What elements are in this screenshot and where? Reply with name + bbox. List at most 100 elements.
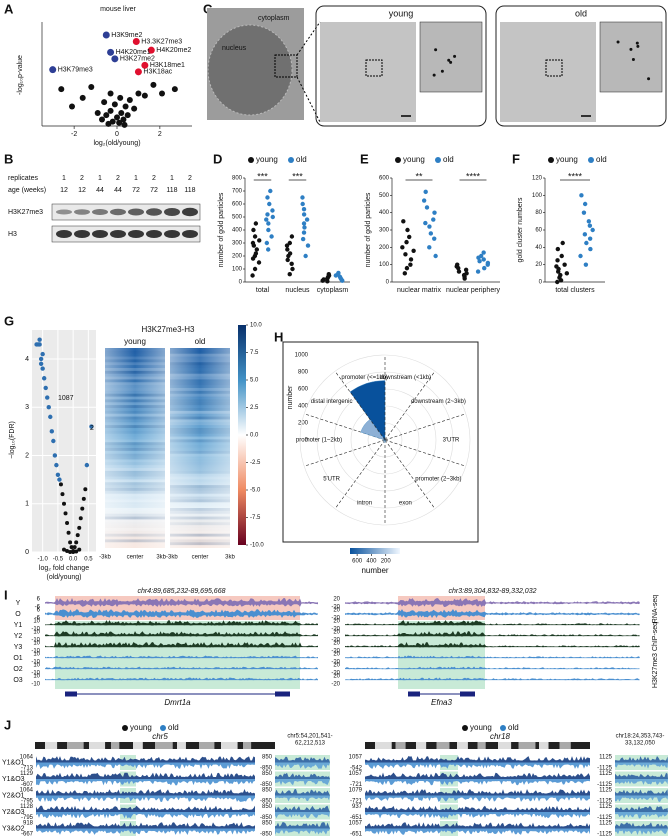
y-tick-label: 2 xyxy=(25,452,29,459)
x-tick-label: 0 xyxy=(115,131,119,138)
scale-label: -20 xyxy=(331,671,340,677)
colorbar-label: 2.5 xyxy=(250,405,259,411)
point xyxy=(109,118,116,125)
point xyxy=(587,236,593,241)
row-label: Y1&O1 xyxy=(2,759,25,766)
sector-label: 3'UTR xyxy=(443,438,460,444)
gold-particle xyxy=(432,73,436,77)
point xyxy=(38,361,44,366)
point xyxy=(131,105,138,112)
point xyxy=(336,270,341,276)
colorbar-label: -7.5 xyxy=(250,515,261,521)
legend-label: old xyxy=(296,155,307,164)
nucleus-shape xyxy=(207,24,293,116)
scale-label: 10 xyxy=(33,652,40,658)
y-axis-label: number of gold particles xyxy=(218,192,225,267)
band xyxy=(110,230,126,238)
cell: 44 xyxy=(114,187,122,194)
point xyxy=(270,214,275,220)
point xyxy=(555,258,560,263)
point xyxy=(75,533,80,538)
legend-marker xyxy=(288,157,294,163)
point xyxy=(114,114,120,121)
scale-label: 1125 xyxy=(599,755,613,761)
y-tick-label: 40 xyxy=(535,245,542,251)
panel-letter: H xyxy=(274,329,283,344)
scale-label: -850 xyxy=(260,799,273,805)
point xyxy=(582,232,588,237)
x-tick-label: nuclear matrix xyxy=(397,287,441,294)
point xyxy=(303,253,308,259)
colorbar-label: 400 xyxy=(366,559,377,565)
point xyxy=(102,31,110,39)
legend-label: young xyxy=(256,155,278,164)
point xyxy=(402,271,408,276)
signal-track xyxy=(345,609,640,614)
row-label: Y1&O3 xyxy=(2,776,25,783)
colorbar-label: 5.0 xyxy=(250,378,259,384)
point xyxy=(264,217,269,222)
scale-label: -10 xyxy=(31,638,40,644)
cell: 1 xyxy=(134,175,138,182)
scale-label: 20 xyxy=(333,630,340,636)
point-label: H3K79me3 xyxy=(58,67,93,74)
signal-track xyxy=(36,828,255,835)
point xyxy=(404,265,410,271)
y-tick-label: 700 xyxy=(232,189,243,195)
band xyxy=(92,209,108,215)
scale-label: 20 xyxy=(333,619,340,625)
point xyxy=(68,540,73,545)
scale-label: -20 xyxy=(331,616,340,622)
ideogram-band xyxy=(436,742,450,749)
signal-track xyxy=(365,795,590,802)
point xyxy=(111,55,119,63)
point xyxy=(267,201,272,207)
frame xyxy=(282,341,479,543)
point xyxy=(562,262,567,267)
point xyxy=(424,205,430,210)
signal-track xyxy=(275,828,330,835)
point xyxy=(586,219,592,224)
ideogram-band xyxy=(457,742,468,749)
row-label: age (weeks) xyxy=(8,187,46,194)
column-label: old xyxy=(195,337,206,346)
scale-label: 6 xyxy=(37,597,41,603)
point xyxy=(268,188,273,194)
y-axis-label: −log₁₀(FDR) xyxy=(9,421,16,459)
point xyxy=(77,547,82,552)
point xyxy=(289,261,294,266)
point xyxy=(107,48,115,56)
locus-coordinate: chr3:89,304,832-89,332,032 xyxy=(449,588,537,595)
cell: 2 xyxy=(116,175,120,182)
scale-label: -6 xyxy=(35,616,41,622)
point xyxy=(159,90,165,97)
x-tick-label: -3kb xyxy=(99,555,111,561)
scale-label: 10 xyxy=(33,630,40,636)
x-tick-label: 0.5 xyxy=(84,557,93,563)
legend-label: young xyxy=(403,155,425,164)
point xyxy=(40,351,45,357)
point xyxy=(41,376,47,381)
y-tick-label: 0 xyxy=(239,280,243,286)
point xyxy=(266,227,271,233)
scale-label: -20 xyxy=(331,660,340,666)
x-tick-label: total xyxy=(256,287,270,294)
cell: 2 xyxy=(188,175,192,182)
signal-track xyxy=(45,598,318,603)
point xyxy=(300,201,305,207)
point xyxy=(122,103,129,110)
scale-label: 1057 xyxy=(349,771,363,777)
point xyxy=(284,243,290,248)
point xyxy=(558,272,563,278)
point xyxy=(401,219,406,224)
scale-label: -20 xyxy=(331,605,340,611)
scale-label: -850 xyxy=(260,832,273,838)
x-tick-label: cytoplasm xyxy=(317,287,349,294)
point xyxy=(301,230,307,235)
heat-edge xyxy=(170,348,230,548)
signal-track xyxy=(345,631,640,636)
em-image xyxy=(500,22,596,122)
point xyxy=(423,220,428,226)
point xyxy=(135,90,142,97)
point xyxy=(107,90,114,97)
